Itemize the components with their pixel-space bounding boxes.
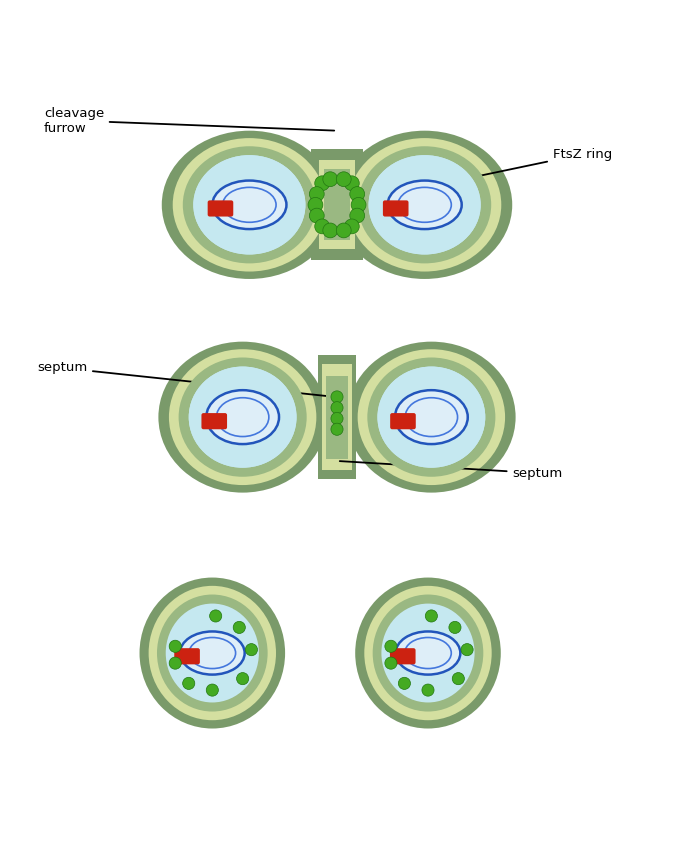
Ellipse shape bbox=[377, 367, 485, 468]
Circle shape bbox=[385, 640, 397, 653]
Circle shape bbox=[309, 187, 324, 202]
Circle shape bbox=[331, 412, 343, 425]
Circle shape bbox=[308, 198, 323, 212]
Ellipse shape bbox=[348, 138, 501, 272]
Circle shape bbox=[309, 209, 324, 223]
Circle shape bbox=[323, 223, 338, 238]
Circle shape bbox=[315, 176, 330, 191]
Ellipse shape bbox=[369, 155, 481, 255]
Circle shape bbox=[336, 172, 351, 187]
Text: septum: septum bbox=[340, 461, 563, 479]
FancyBboxPatch shape bbox=[390, 413, 416, 429]
Ellipse shape bbox=[183, 146, 316, 263]
FancyBboxPatch shape bbox=[319, 161, 355, 249]
Ellipse shape bbox=[358, 146, 491, 263]
Circle shape bbox=[351, 198, 366, 212]
Ellipse shape bbox=[149, 586, 276, 720]
Ellipse shape bbox=[347, 341, 516, 493]
Ellipse shape bbox=[337, 130, 512, 279]
FancyBboxPatch shape bbox=[324, 169, 350, 241]
FancyBboxPatch shape bbox=[311, 149, 363, 261]
Circle shape bbox=[344, 176, 359, 191]
Ellipse shape bbox=[169, 349, 316, 485]
Ellipse shape bbox=[355, 578, 501, 728]
Ellipse shape bbox=[140, 578, 285, 728]
Circle shape bbox=[331, 391, 343, 403]
Circle shape bbox=[206, 684, 218, 696]
Ellipse shape bbox=[162, 130, 337, 279]
Ellipse shape bbox=[166, 604, 259, 702]
Ellipse shape bbox=[158, 341, 327, 493]
Circle shape bbox=[344, 219, 359, 234]
FancyBboxPatch shape bbox=[322, 364, 352, 470]
Ellipse shape bbox=[367, 357, 495, 477]
Ellipse shape bbox=[179, 357, 307, 477]
Circle shape bbox=[169, 640, 181, 653]
Ellipse shape bbox=[377, 367, 485, 468]
Circle shape bbox=[233, 621, 245, 633]
Ellipse shape bbox=[189, 367, 297, 468]
Ellipse shape bbox=[373, 595, 483, 711]
Circle shape bbox=[169, 657, 181, 669]
Circle shape bbox=[461, 643, 473, 656]
Ellipse shape bbox=[388, 181, 462, 229]
FancyBboxPatch shape bbox=[383, 200, 408, 216]
Ellipse shape bbox=[193, 155, 305, 255]
Ellipse shape bbox=[358, 349, 505, 485]
Ellipse shape bbox=[173, 138, 326, 272]
Ellipse shape bbox=[206, 390, 279, 444]
Circle shape bbox=[452, 673, 464, 685]
Ellipse shape bbox=[369, 155, 481, 255]
Ellipse shape bbox=[396, 632, 460, 674]
Circle shape bbox=[385, 657, 397, 669]
Circle shape bbox=[331, 402, 343, 414]
Circle shape bbox=[336, 223, 351, 238]
Circle shape bbox=[425, 610, 437, 622]
Circle shape bbox=[245, 643, 257, 656]
Circle shape bbox=[315, 219, 330, 234]
Ellipse shape bbox=[180, 632, 245, 674]
FancyBboxPatch shape bbox=[175, 648, 200, 664]
FancyBboxPatch shape bbox=[202, 413, 227, 429]
Circle shape bbox=[323, 172, 338, 187]
Ellipse shape bbox=[395, 390, 468, 444]
Ellipse shape bbox=[157, 595, 268, 711]
Circle shape bbox=[331, 423, 343, 436]
Circle shape bbox=[398, 677, 410, 690]
FancyBboxPatch shape bbox=[317, 355, 357, 479]
Ellipse shape bbox=[365, 586, 492, 720]
Circle shape bbox=[350, 209, 365, 223]
Circle shape bbox=[449, 621, 461, 633]
FancyBboxPatch shape bbox=[390, 648, 416, 664]
FancyBboxPatch shape bbox=[326, 376, 348, 458]
Circle shape bbox=[183, 677, 195, 690]
Text: FtsZ ring: FtsZ ring bbox=[360, 148, 612, 201]
Ellipse shape bbox=[193, 155, 305, 255]
Circle shape bbox=[350, 187, 365, 202]
Circle shape bbox=[422, 684, 434, 696]
Ellipse shape bbox=[189, 367, 297, 468]
FancyBboxPatch shape bbox=[208, 200, 233, 216]
Ellipse shape bbox=[381, 604, 474, 702]
Text: cleavage
furrow: cleavage furrow bbox=[44, 107, 334, 135]
Ellipse shape bbox=[212, 181, 286, 229]
Text: septum: septum bbox=[37, 362, 332, 397]
Circle shape bbox=[210, 610, 222, 622]
Circle shape bbox=[237, 673, 249, 685]
